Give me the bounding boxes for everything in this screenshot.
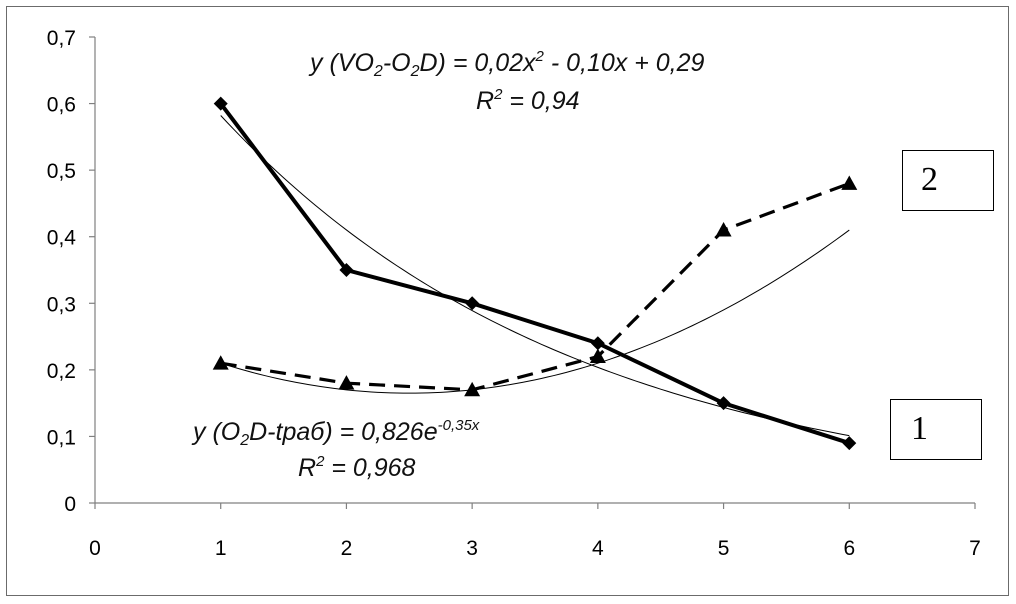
x-tick-label: 5: [718, 537, 730, 560]
y-tick-label: 0,1: [47, 426, 76, 449]
series-2-point: [464, 381, 481, 397]
x-tick-label: 6: [843, 537, 855, 560]
chart-frame: [6, 6, 1009, 596]
series-2-point: [715, 222, 732, 237]
y-tick-label: 0,4: [47, 227, 77, 250]
series-markers: [212, 96, 858, 451]
series-2-point: [338, 375, 355, 390]
y-tick-label: 0: [64, 493, 76, 516]
x-tick-label: 3: [466, 537, 478, 560]
r-squared-bottom: R2 = 0,968: [298, 453, 416, 482]
series-2-label-box: 2: [902, 150, 994, 211]
series-lines: [219, 102, 850, 445]
trendline-exponential: [220, 115, 850, 437]
x-tick-label: 1: [215, 537, 227, 560]
series-2-point: [589, 348, 606, 363]
x-tick-label: 7: [969, 537, 981, 560]
axes: [94, 37, 975, 504]
series-1-label-box: 1: [890, 399, 982, 460]
trendlines: [220, 115, 850, 437]
series-1-point: [842, 436, 857, 451]
r-squared-top: R2 = 0,94: [476, 86, 580, 115]
x-tick-label: 4: [592, 537, 604, 560]
series-1-point: [213, 96, 228, 111]
equation-bottom: y (O2D-tраб) = 0,826e-0,35x: [191, 417, 480, 449]
trendline-polynomial: [220, 229, 850, 394]
series-1-point: [716, 396, 731, 411]
series-1-line: [219, 102, 850, 445]
y-tick-label: 0,7: [47, 27, 76, 50]
series-1-label: 1: [911, 410, 928, 447]
series-2-point: [212, 355, 229, 370]
series-2-label: 2: [921, 161, 938, 198]
equation-top: y (VO2-O2D) = 0,02x2 - 0,10x + 0,29: [308, 48, 704, 80]
y-tick-label: 0,6: [47, 94, 76, 117]
y-tick-label: 0,3: [47, 293, 76, 316]
series-1-point: [339, 263, 354, 277]
x-tick-label: 2: [341, 537, 353, 560]
series-2-line: [220, 181, 850, 392]
series-2-point: [841, 175, 858, 190]
x-tick-label: 0: [89, 537, 101, 560]
y-tick-label: 0,5: [47, 160, 76, 183]
y-tick-label: 0,2: [47, 360, 76, 383]
series-1-point: [465, 296, 480, 311]
series-1-point: [590, 336, 605, 351]
ticks: 0 1 2 3 4 5 6 7 0 0,1 0,2 0,3 0,4 0,5 0,6 0,7: [47, 27, 981, 560]
